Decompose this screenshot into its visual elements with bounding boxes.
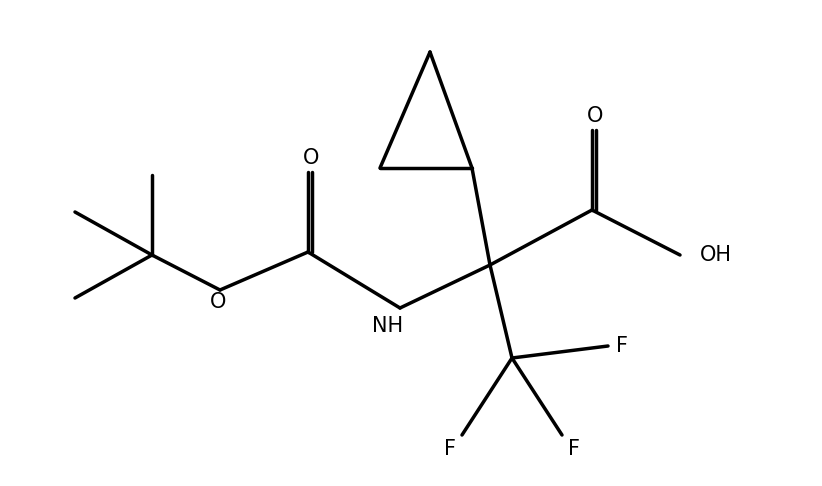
Text: NH: NH xyxy=(372,316,404,336)
Text: OH: OH xyxy=(700,245,732,265)
Text: F: F xyxy=(444,439,456,459)
Text: F: F xyxy=(616,336,628,356)
Text: O: O xyxy=(587,106,603,126)
Text: O: O xyxy=(302,148,319,168)
Text: O: O xyxy=(210,292,226,312)
Text: F: F xyxy=(568,439,580,459)
